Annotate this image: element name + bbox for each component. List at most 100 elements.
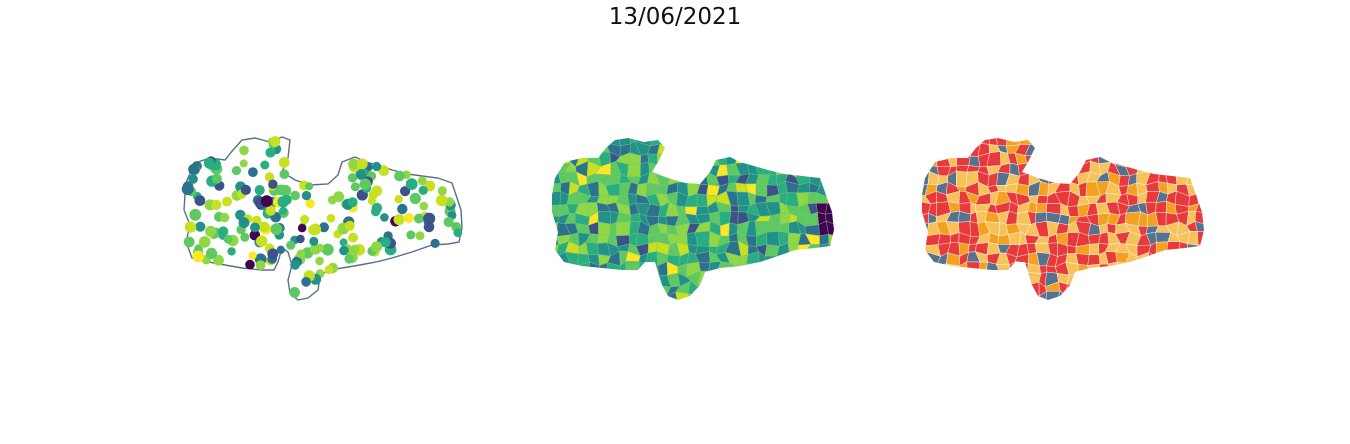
- municipality-cell: [575, 281, 591, 294]
- municipality-cell: [1095, 138, 1110, 146]
- municipality-cell: [1057, 150, 1071, 164]
- municipality-cell: [1176, 151, 1191, 167]
- municipality-cell: [706, 141, 721, 156]
- municipality-cell: [605, 138, 621, 147]
- municipality-cell: [922, 244, 926, 254]
- municipality-point: [356, 169, 367, 181]
- municipality-point: [264, 172, 275, 182]
- municipality-cell: [668, 302, 681, 313]
- municipality-cell: [1115, 273, 1130, 288]
- municipality-cell: [735, 150, 747, 164]
- municipality-cell: [1127, 301, 1140, 316]
- municipality-cell: [979, 261, 988, 278]
- municipality-cell: [625, 260, 640, 276]
- municipality-cell: [566, 281, 581, 295]
- municipality-cell: [1136, 272, 1149, 287]
- municipality-cell: [552, 285, 561, 295]
- municipality-point: [192, 250, 205, 263]
- municipality-point: [315, 256, 324, 266]
- municipality-cell: [789, 262, 801, 274]
- municipality-cell: [1208, 253, 1220, 266]
- municipality-cell: [1185, 303, 1197, 315]
- municipality-cell: [1179, 252, 1189, 267]
- municipality-cell: [837, 183, 850, 195]
- municipality-cell: [1006, 138, 1021, 147]
- categorical-cells: [922, 132, 1220, 316]
- municipality-cell: [977, 283, 987, 296]
- municipality-cell: [1185, 138, 1200, 145]
- municipality-point: [260, 160, 270, 170]
- municipality-cell: [775, 291, 791, 300]
- municipality-point: [380, 237, 391, 248]
- municipality-cell: [728, 303, 741, 313]
- municipality-cell: [1126, 293, 1140, 300]
- municipality-cell: [807, 302, 820, 315]
- municipality-point: [211, 199, 222, 210]
- municipality-cell: [718, 305, 731, 314]
- municipality-cell: [1155, 142, 1171, 156]
- municipality-point: [248, 251, 257, 260]
- municipality-cell: [647, 274, 661, 287]
- municipality-cell: [559, 285, 571, 295]
- municipality-cell: [1026, 161, 1041, 177]
- municipality-point: [279, 206, 288, 215]
- municipality-cell: [1179, 241, 1188, 255]
- municipality-cell: [1155, 201, 1167, 213]
- municipality-cell: [1157, 302, 1170, 314]
- municipality-point: [213, 254, 224, 266]
- municipality-cell: [1145, 138, 1159, 147]
- municipality-cell: [605, 291, 621, 300]
- municipality-point: [394, 195, 403, 204]
- municipality-cell: [1005, 282, 1017, 295]
- municipality-point: [270, 223, 283, 236]
- municipality-cell: [687, 293, 697, 300]
- municipality-cell: [1079, 302, 1090, 313]
- municipality-cell: [1144, 152, 1162, 164]
- municipality-cell: [779, 261, 792, 274]
- municipality-point: [435, 194, 448, 207]
- municipality-cell: [836, 236, 849, 243]
- municipality-cell: [779, 213, 791, 225]
- municipality-cell: [814, 272, 830, 286]
- municipality-point: [296, 249, 306, 259]
- municipality-cell: [549, 303, 561, 314]
- municipality-cell: [740, 303, 748, 313]
- municipality-cell: [730, 205, 739, 213]
- continuous-choropleth-map: [540, 0, 850, 444]
- municipality-cell: [1125, 262, 1138, 275]
- municipality-cell: [817, 154, 829, 165]
- municipality-cell: [1207, 132, 1220, 143]
- municipality-point: [413, 213, 424, 224]
- municipality-cell: [826, 163, 834, 173]
- municipality-cell: [697, 138, 711, 144]
- municipality-point: [344, 254, 354, 264]
- municipality-point: [371, 185, 383, 197]
- municipality-cell: [837, 173, 850, 183]
- municipality-cell: [650, 138, 661, 147]
- municipality-cell: [1195, 264, 1204, 278]
- municipality-cell: [778, 222, 790, 234]
- municipality-cell: [595, 291, 611, 300]
- municipality-cell: [1196, 193, 1204, 204]
- municipality-cell: [1169, 292, 1180, 300]
- municipality-cell: [580, 141, 589, 153]
- municipality-cell: [747, 283, 760, 298]
- municipality-point: [275, 184, 287, 196]
- municipality-cell: [609, 304, 618, 316]
- municipality-cell: [1186, 243, 1199, 257]
- municipality-cell: [1179, 301, 1186, 316]
- municipality-cell: [1177, 272, 1187, 284]
- municipality-cell: [1178, 262, 1189, 277]
- municipality-cell: [825, 171, 834, 183]
- municipality-cell: [1038, 151, 1050, 164]
- municipality-cell: [1089, 142, 1099, 157]
- municipality-point: [239, 145, 249, 156]
- municipality-cell: [685, 171, 701, 185]
- municipality-point: [245, 259, 255, 270]
- municipality-cell: [1147, 282, 1158, 297]
- municipality-cell: [964, 295, 981, 300]
- municipality-cell: [715, 141, 727, 158]
- municipality-cell: [825, 201, 834, 215]
- municipality-cell: [968, 243, 977, 253]
- municipality-point: [183, 236, 195, 248]
